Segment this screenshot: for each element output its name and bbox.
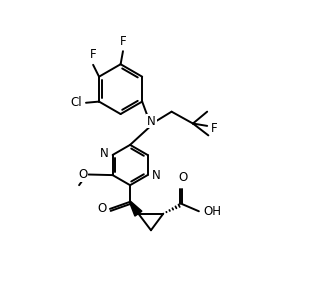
Text: F: F xyxy=(90,48,96,61)
Text: O: O xyxy=(78,168,87,181)
Text: OH: OH xyxy=(203,205,221,218)
Text: N: N xyxy=(152,169,160,182)
Polygon shape xyxy=(129,201,142,216)
Text: F: F xyxy=(120,34,126,48)
Text: O: O xyxy=(97,202,106,215)
Text: N: N xyxy=(100,147,108,160)
Text: F: F xyxy=(211,122,217,135)
Text: O: O xyxy=(178,172,187,184)
Text: N: N xyxy=(147,115,156,128)
Text: Cl: Cl xyxy=(70,96,82,109)
